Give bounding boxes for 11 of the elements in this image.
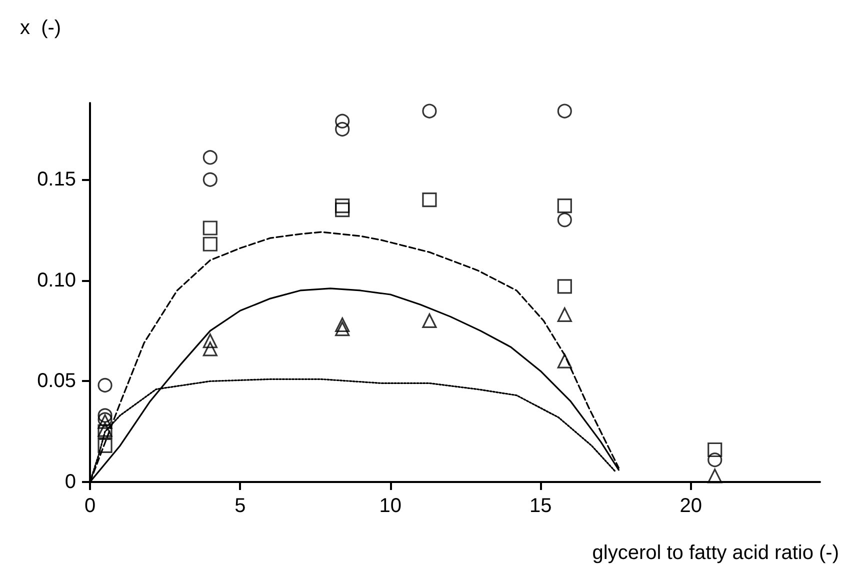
y-axis-title: x (-) (20, 17, 62, 39)
x-tick-label: 5 (234, 495, 246, 517)
x-axis-title: glycerol to fatty acid ratio (-) (592, 542, 839, 564)
y-tick-label: 0.15 (37, 168, 76, 191)
x-tick-label: 20 (680, 495, 702, 517)
y-tick-label: 0 (64, 471, 76, 493)
x-tick-label: 10 (379, 495, 402, 517)
y-tick-label: 0.10 (37, 269, 76, 292)
x-tick-label: 15 (529, 495, 552, 517)
x-tick-label: 0 (84, 495, 96, 517)
y-tick-label: 0.05 (37, 370, 76, 392)
